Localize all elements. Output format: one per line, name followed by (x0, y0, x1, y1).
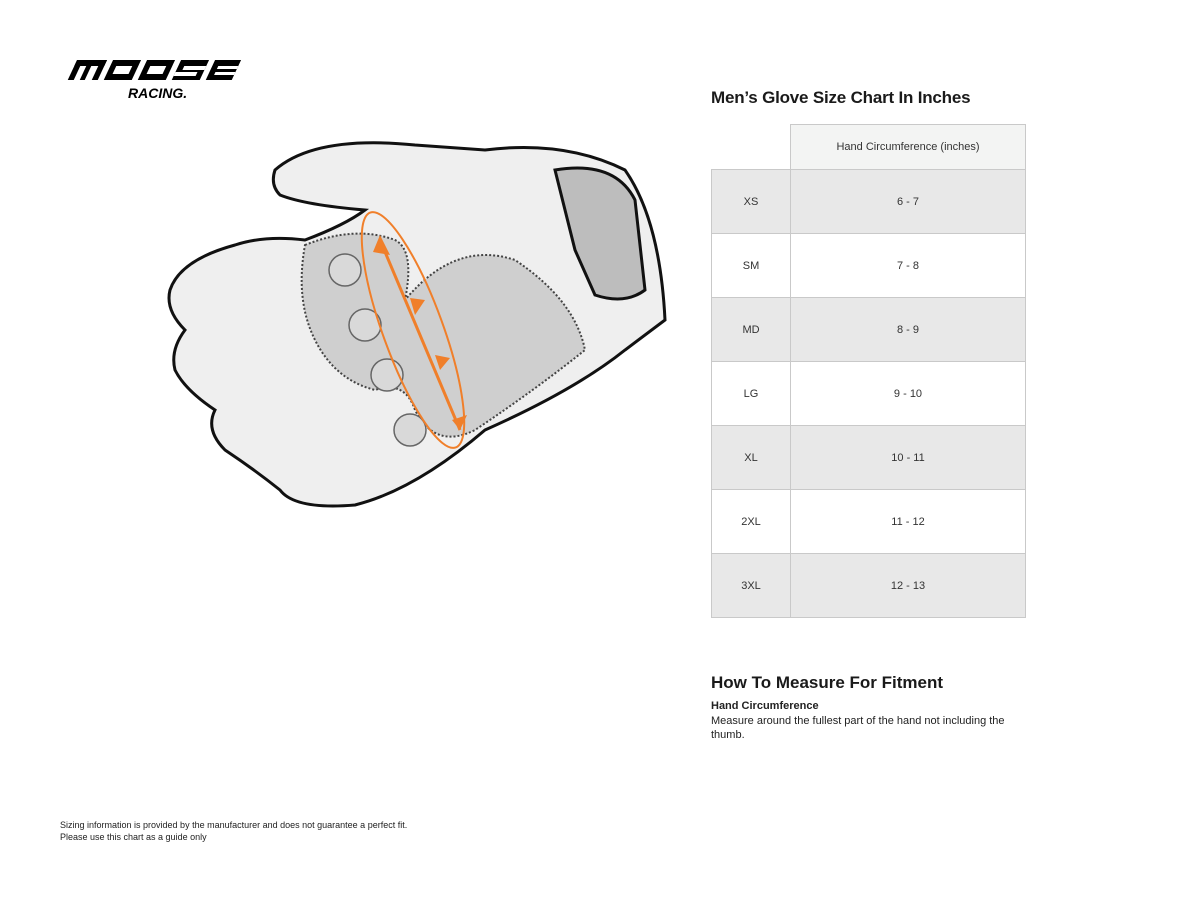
range-cell: 10 - 11 (790, 425, 1026, 490)
size-cell: MD (711, 297, 791, 362)
range-cell: 11 - 12 (790, 489, 1026, 554)
measure-description: Measure around the fullest part of the h… (711, 715, 1005, 741)
moose-racing-logo: RACING. (67, 60, 242, 101)
table-row: 2XL 11 - 12 (711, 489, 1026, 554)
size-cell: SM (711, 233, 791, 298)
column-header: Hand Circumference (inches) (790, 124, 1026, 170)
size-cell: 2XL (711, 489, 791, 554)
measure-subtitle: Hand Circumference (711, 700, 819, 712)
range-cell: 6 - 7 (790, 169, 1026, 234)
blank-header-cell (711, 124, 791, 170)
table-row: LG 9 - 10 (711, 361, 1026, 426)
table-row: 3XL 12 - 13 (711, 553, 1026, 618)
range-cell: 8 - 9 (790, 297, 1026, 362)
size-chart-title: Men’s Glove Size Chart In Inches (711, 88, 971, 107)
table-row: MD 8 - 9 (711, 297, 1026, 362)
size-cell: 3XL (711, 553, 791, 618)
size-chart-table: Hand Circumference (inches) XS 6 - 7 SM 7 … (711, 124, 1026, 618)
table-row: SM 7 - 8 (711, 233, 1026, 298)
range-cell: 9 - 10 (790, 361, 1026, 426)
range-cell: 12 - 13 (790, 553, 1026, 618)
range-cell: 7 - 8 (790, 233, 1026, 298)
disclaimer-line-1: Sizing information is provided by the ma… (60, 820, 408, 830)
table-row: XL 10 - 11 (711, 425, 1026, 490)
disclaimer: Sizing information is provided by the ma… (60, 819, 407, 843)
table-row: XS 6 - 7 (711, 169, 1026, 234)
svg-text:RACING.: RACING. (128, 85, 187, 101)
disclaimer-line-2: Please use this chart as a guide only (60, 832, 207, 842)
size-cell: XS (711, 169, 791, 234)
measure-title: How To Measure For Fitment (711, 673, 944, 692)
size-cell: LG (711, 361, 791, 426)
size-cell: XL (711, 425, 791, 490)
glove-illustration (167, 141, 667, 508)
